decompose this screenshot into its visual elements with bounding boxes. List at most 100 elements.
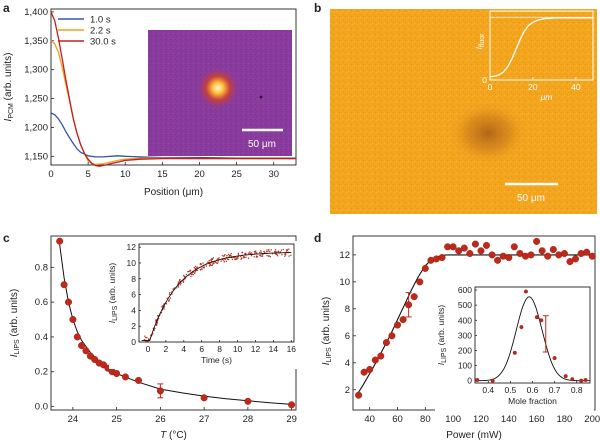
c-inset-data-point (255, 252, 258, 254)
c-inset-data-point (193, 272, 196, 274)
d-data-point (466, 249, 474, 257)
d-ytick-label: 4 (345, 358, 350, 369)
panel-a-inset-image: 50 μm (148, 30, 292, 156)
c-inset-ytick-label: 6 (131, 290, 136, 300)
c-inset-xtick-label: 6 (199, 344, 204, 354)
d-inset-data-point (534, 315, 539, 320)
c-inset-data-point (256, 255, 258, 257)
d-xtick-label: 80 (420, 414, 431, 425)
c-inset-xtick-label: 10 (233, 344, 243, 354)
c-inset-data-point (234, 258, 236, 260)
c-inset-data-point (215, 261, 217, 263)
c-inset-data-point (210, 259, 212, 261)
d-data-point (438, 254, 446, 262)
d-inset-data-point (475, 378, 480, 383)
d-inset-ytick-label: 200 (458, 345, 472, 355)
d-data-point (533, 237, 541, 245)
d-data-point (505, 254, 513, 262)
d-inset-data-point (539, 318, 544, 323)
c-inset-ytick-label: 4 (131, 305, 136, 315)
c-inset-xtick-label: 14 (269, 344, 279, 354)
b-xtick-label: 0 (488, 82, 493, 92)
c-inset-data-point (231, 258, 234, 261)
pcm-dark-dot (259, 95, 263, 99)
c-inset-data-point (161, 306, 163, 308)
d-data-point (366, 366, 374, 374)
c-inset-data-point (267, 249, 270, 251)
a-legend-label: 30.0 s (90, 37, 116, 48)
c-inset-data-point (269, 250, 271, 253)
a-series-line-3 (50, 11, 296, 167)
d-inset-xlabel: Mole fraction (508, 396, 557, 406)
c-data-point (73, 333, 81, 341)
c-inset-data-point (260, 251, 262, 253)
d-inset-data-point (552, 356, 557, 361)
d-inset-ytick-label: 400 (458, 315, 472, 325)
c-inset-data-point (208, 259, 210, 262)
a-xtick-label: 0 (48, 169, 53, 180)
c-inset-data-point (192, 274, 194, 276)
c-inset-data-point (208, 265, 211, 267)
c-inset-data-point (168, 292, 171, 294)
c-inset-data-point (169, 297, 172, 299)
c-inset-data-point (237, 252, 239, 255)
a-ytick-label: 1,350 (24, 36, 48, 47)
c-inset-data-point (225, 260, 228, 263)
d-xlabel: Power (mW) (446, 430, 502, 441)
c-inset-data-point (288, 248, 290, 250)
c-inset-ytick-label: 12 (127, 242, 137, 252)
c-inset-data-point (268, 255, 270, 257)
d-ytick-label: 6 (345, 331, 350, 342)
d-inset-data-point (570, 377, 575, 382)
b-xlabel: μm (540, 92, 553, 102)
panel-a-label: a (3, 1, 10, 15)
c-inset-data-point (155, 320, 157, 322)
c-xtick-label: 28 (243, 414, 254, 425)
d-data-point (360, 368, 368, 376)
d-xtick-label: 100 (445, 414, 461, 425)
c-inset-data-point (253, 256, 255, 258)
c-inset-data-point (255, 250, 257, 252)
c-inset-xtick-label: 16 (287, 344, 297, 354)
b-xtick-label: 40 (571, 82, 581, 92)
d-data-point (410, 293, 418, 301)
b-ylabel: Ifluor (474, 33, 486, 50)
d-ytick-label: 12 (339, 250, 350, 261)
c-inset-xtick-label: 12 (251, 344, 261, 354)
c-inset-data-point (155, 319, 157, 321)
c-inset-data-point (194, 267, 197, 270)
c-inset-data-point (261, 255, 264, 257)
c-inset-data-point (180, 282, 182, 285)
b-inset-frame (489, 10, 594, 81)
d-xtick-label: 40 (364, 414, 375, 425)
d-data-point (516, 249, 524, 257)
d-inset-ytick-label: 0 (467, 376, 472, 386)
c-inset-data-point (266, 249, 268, 251)
d-data-point (544, 252, 552, 260)
c-inset-data-point (199, 268, 201, 271)
d-data-point (405, 301, 413, 309)
d-data-point (588, 252, 596, 260)
c-inset-data-point (211, 264, 213, 267)
a-xtick-label: 20 (194, 169, 205, 180)
c-inset-xtick-label: 2 (164, 344, 169, 354)
c-inset-data-point (241, 251, 244, 254)
d-xtick-label: 140 (501, 414, 517, 425)
pcm-hot-spot (196, 66, 240, 110)
panel-d-inset-chart: 0.4 0.5 0.6 0.7 0.8 0 100 200 300 400 500 600 Mole f… (435, 284, 594, 412)
d-inset-ytick-label: 100 (458, 361, 472, 371)
c-inset-data-point (248, 252, 250, 254)
d-inset-data-point (490, 378, 495, 383)
panel-a: a 0 5 10 15 20 25 30 1,150 1,200 1,250 1,300 1,350 1… (3, 1, 297, 198)
c-data-point (113, 370, 121, 378)
c-inset-data-point (250, 252, 253, 254)
c-inset-data-point (281, 254, 283, 256)
c-inset-data-point (178, 281, 180, 283)
c-inset-data-point (274, 251, 276, 253)
c-inset-ytick-label: 8 (131, 274, 136, 284)
c-inset-data-point (182, 281, 185, 283)
c-inset-data-point (179, 284, 181, 286)
c-inset-data-point (144, 337, 147, 339)
c-inset-data-point (260, 250, 262, 252)
